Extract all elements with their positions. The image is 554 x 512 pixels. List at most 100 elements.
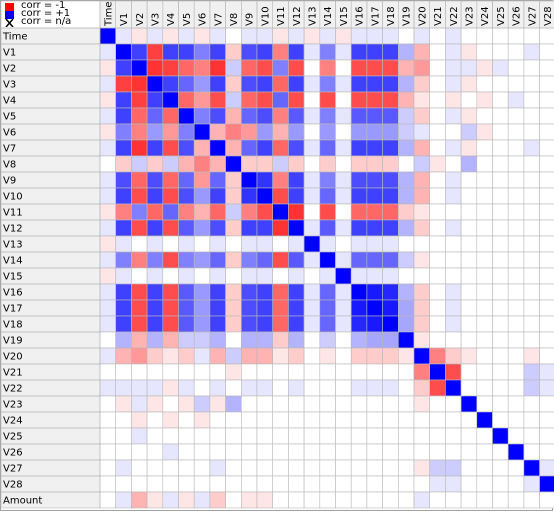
heatmap-cell-V19-V13[interactable] xyxy=(303,331,321,349)
heatmap-cell-V24-V19[interactable] xyxy=(397,411,415,429)
heatmap-cell-V28-V12[interactable] xyxy=(288,475,305,493)
heatmap-cell-Time-Time[interactable] xyxy=(99,27,116,45)
heatmap-cell-V27-V16[interactable] xyxy=(350,459,368,477)
heatmap-cell-V18-V6[interactable] xyxy=(193,315,211,333)
heatmap-cell-V18-V12[interactable] xyxy=(288,315,305,333)
heatmap-cell-V14-V5[interactable] xyxy=(178,251,195,269)
heatmap-cell-V19-V20[interactable] xyxy=(413,331,430,349)
heatmap-cell-V17-V21[interactable] xyxy=(429,299,446,317)
heatmap-cell-V12-V11[interactable] xyxy=(272,219,289,237)
heatmap-cell-V1-V27[interactable] xyxy=(523,43,540,61)
heatmap-cell-V23-V1[interactable] xyxy=(115,395,132,413)
heatmap-cell-V17-V26[interactable] xyxy=(507,299,525,317)
heatmap-cell-V4-V28[interactable] xyxy=(539,91,554,109)
heatmap-cell-V3-V13[interactable] xyxy=(303,75,321,93)
heatmap-cell-V10-V7[interactable] xyxy=(209,187,226,205)
heatmap-cell-V25-V6[interactable] xyxy=(193,427,211,445)
heatmap-cell-V28-V14[interactable] xyxy=(319,475,336,493)
heatmap-cell-V5-V4[interactable] xyxy=(162,107,179,125)
heatmap-cell-V11-V3[interactable] xyxy=(146,203,164,221)
heatmap-cell-V12-V5[interactable] xyxy=(178,219,195,237)
heatmap-cell-V6-V25[interactable] xyxy=(492,123,509,141)
heatmap-cell-V22-V27[interactable] xyxy=(523,379,540,397)
heatmap-cell-V24-V26[interactable] xyxy=(507,411,525,429)
heatmap-cell-V24-V23[interactable] xyxy=(460,411,478,429)
heatmap-cell-V2-V15[interactable] xyxy=(335,59,352,77)
heatmap-cell-V21-V2[interactable] xyxy=(131,363,148,381)
heatmap-cell-V2-V23[interactable] xyxy=(460,59,478,77)
heatmap-cell-V3-V4[interactable] xyxy=(162,75,179,93)
heatmap-cell-V17-V22[interactable] xyxy=(445,299,462,317)
heatmap-cell-V17-V18[interactable] xyxy=(382,299,399,317)
heatmap-cell-V16-V14[interactable] xyxy=(319,283,336,301)
heatmap-cell-V6-V12[interactable] xyxy=(288,123,305,141)
heatmap-cell-V12-V4[interactable] xyxy=(162,219,179,237)
heatmap-cell-V7-V10[interactable] xyxy=(256,139,273,157)
heatmap-cell-V25-V3[interactable] xyxy=(146,427,164,445)
heatmap-cell-V9-V18[interactable] xyxy=(382,171,399,189)
heatmap-cell-V23-V27[interactable] xyxy=(523,395,540,413)
heatmap-cell-V4-V4[interactable] xyxy=(162,91,179,109)
heatmap-cell-V2-V21[interactable] xyxy=(429,59,446,77)
heatmap-cell-V6-Time[interactable] xyxy=(99,123,116,141)
heatmap-cell-Time-V9[interactable] xyxy=(241,27,258,45)
heatmap-cell-V21-V26[interactable] xyxy=(507,363,525,381)
heatmap-cell-V28-V17[interactable] xyxy=(366,475,383,493)
heatmap-cell-V3-V24[interactable] xyxy=(476,75,493,93)
heatmap-cell-V15-V22[interactable] xyxy=(445,267,462,285)
heatmap-cell-V9-V3[interactable] xyxy=(146,171,164,189)
heatmap-cell-V5-V16[interactable] xyxy=(350,107,368,125)
heatmap-cell-V27-V22[interactable] xyxy=(445,459,462,477)
heatmap-cell-V15-V15[interactable] xyxy=(335,267,352,285)
heatmap-cell-V22-V17[interactable] xyxy=(366,379,383,397)
heatmap-cell-V27-V25[interactable] xyxy=(492,459,509,477)
heatmap-cell-V7-V27[interactable] xyxy=(523,139,540,157)
heatmap-cell-V17-V3[interactable] xyxy=(146,299,164,317)
heatmap-cell-V23-V10[interactable] xyxy=(256,395,273,413)
heatmap-cell-V16-V25[interactable] xyxy=(492,283,509,301)
heatmap-cell-V13-V14[interactable] xyxy=(319,235,336,253)
heatmap-cell-V18-V28[interactable] xyxy=(539,315,554,333)
heatmap-cell-V6-V21[interactable] xyxy=(429,123,446,141)
heatmap-cell-V17-V19[interactable] xyxy=(397,299,415,317)
heatmap-cell-V5-V26[interactable] xyxy=(507,107,525,125)
heatmap-cell-V6-V13[interactable] xyxy=(303,123,321,141)
heatmap-cell-V10-V12[interactable] xyxy=(288,187,305,205)
heatmap-cell-V11-V2[interactable] xyxy=(131,203,148,221)
heatmap-cell-V3-V14[interactable] xyxy=(319,75,336,93)
heatmap-cell-V16-V6[interactable] xyxy=(193,283,211,301)
heatmap-cell-V6-V23[interactable] xyxy=(460,123,478,141)
heatmap-cell-V28-V23[interactable] xyxy=(460,475,478,493)
heatmap-cell-Time-V1[interactable] xyxy=(115,27,132,45)
heatmap-cell-V4-V20[interactable] xyxy=(413,91,430,109)
heatmap-cell-V13-V10[interactable] xyxy=(256,235,273,253)
heatmap-cell-Amount-V11[interactable] xyxy=(272,491,289,509)
heatmap-cell-V27-V27[interactable] xyxy=(523,459,540,477)
heatmap-cell-V8-V17[interactable] xyxy=(366,155,383,173)
heatmap-cell-V7-V4[interactable] xyxy=(162,139,179,157)
heatmap-cell-V15-V11[interactable] xyxy=(272,267,289,285)
heatmap-cell-V7-Time[interactable] xyxy=(99,139,116,157)
heatmap-cell-V13-V1[interactable] xyxy=(115,235,132,253)
heatmap-cell-V19-V3[interactable] xyxy=(146,331,164,349)
heatmap-cell-V14-V26[interactable] xyxy=(507,251,525,269)
heatmap-cell-V3-V8[interactable] xyxy=(225,75,242,93)
heatmap-cell-V3-V25[interactable] xyxy=(492,75,509,93)
heatmap-cell-V24-V13[interactable] xyxy=(303,411,321,429)
heatmap-cell-V6-V9[interactable] xyxy=(241,123,258,141)
heatmap-cell-Time-V23[interactable] xyxy=(460,27,478,45)
heatmap-cell-V19-V12[interactable] xyxy=(288,331,305,349)
heatmap-cell-V2-V28[interactable] xyxy=(539,59,554,77)
heatmap-cell-V4-V10[interactable] xyxy=(256,91,273,109)
heatmap-cell-V21-V4[interactable] xyxy=(162,363,179,381)
heatmap-cell-V19-V7[interactable] xyxy=(209,331,226,349)
heatmap-cell-V19-V19[interactable] xyxy=(397,331,415,349)
heatmap-cell-V22-V8[interactable] xyxy=(225,379,242,397)
heatmap-cell-V26-V5[interactable] xyxy=(178,443,195,461)
heatmap-cell-V15-V14[interactable] xyxy=(319,267,336,285)
heatmap-cell-V7-V14[interactable] xyxy=(319,139,336,157)
heatmap-cell-V19-V1[interactable] xyxy=(115,331,132,349)
heatmap-cell-V9-V15[interactable] xyxy=(335,171,352,189)
heatmap-cell-V4-V21[interactable] xyxy=(429,91,446,109)
heatmap-cell-V1-V18[interactable] xyxy=(382,43,399,61)
